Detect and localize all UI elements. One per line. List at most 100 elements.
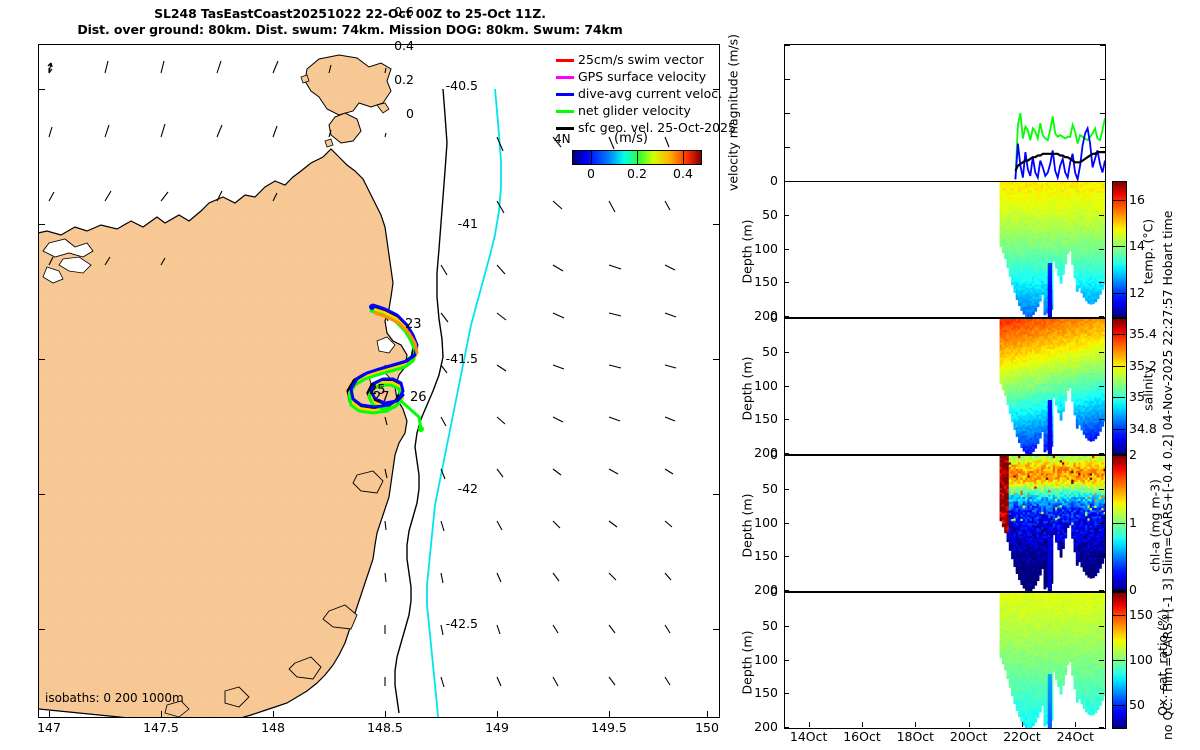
chla-section-graphic — [999, 456, 1105, 591]
chla-ylabel: Depth (m) — [739, 493, 755, 558]
map-lon-tick-0 — [49, 711, 50, 717]
map-lat-label-3: -42 — [457, 481, 478, 496]
page-title: SL248 TasEastCoast20251022 22-Oct 00Z to… — [0, 6, 700, 38]
temperature-depth-tick-1 — [784, 214, 789, 216]
south-island — [224, 686, 250, 708]
bruny-island — [288, 656, 322, 680]
sfc-geo-velocity-icon — [556, 127, 574, 130]
vel-ytick-r1 — [1100, 79, 1105, 80]
map-lat-tick-r1 — [713, 224, 719, 225]
legend-item-dive-avg-current[interactable]: dive-avg current veloc. — [556, 86, 722, 103]
oxygen-depth-tick-2 — [784, 659, 789, 661]
section-xlabel-4: 22Oct — [1003, 729, 1041, 744]
chla-cbar-tick-0 — [1112, 590, 1125, 591]
salinity-depth-label-2: 100 — [754, 377, 778, 393]
velocity-vector-field — [47, 60, 677, 688]
salinity-depth-label-4: 200 — [754, 445, 778, 460]
vel-ytick-1 — [785, 79, 790, 80]
section-xtick-1 — [862, 722, 863, 727]
map-lat-tick-1 — [39, 224, 45, 225]
chla-depth-tick-4 — [784, 590, 789, 591]
map-lon-label-0: 147 — [37, 720, 61, 735]
map-lat-tick-r4 — [713, 629, 719, 630]
section-xlabel-0: 14Oct — [789, 729, 828, 744]
oxygen-section-panel[interactable] — [784, 592, 1106, 729]
section-xtick-5 — [1075, 722, 1077, 727]
oxygen-depth-label-0: 0 — [770, 584, 778, 599]
chla-depth-tick-3 — [784, 556, 789, 558]
oxygen-colorbar[interactable] — [1112, 592, 1127, 729]
oxygen-ylabel: Depth (m) — [739, 630, 755, 695]
map-cb-tick-1 — [637, 151, 638, 164]
oxygen-depth-tick-r4 — [1099, 727, 1104, 728]
salinity-section-graphic — [999, 319, 1105, 454]
chla-depth-label-1: 50 — [762, 480, 778, 496]
section-xtick-2 — [915, 722, 917, 727]
chla-section-panel[interactable] — [784, 455, 1106, 592]
flinders-island — [300, 54, 392, 148]
temperature-depth-tick-r1 — [1099, 214, 1104, 216]
legend-item-gps-surface-velocity[interactable]: GPS surface velocity — [556, 69, 706, 86]
section-xtick-3 — [968, 722, 970, 727]
salinity-cbar-tick-0 — [1112, 429, 1125, 431]
map-lat-tick-0 — [39, 89, 45, 90]
velocity-timeseries-graphic — [1014, 112, 1105, 181]
temperature-depth-tick-3 — [784, 282, 789, 284]
salinity-cbar-label-0: 34.8 — [1129, 421, 1157, 437]
section-xtick-0 — [808, 722, 810, 727]
map-lat-label-4: -42.5 — [445, 616, 478, 631]
oxygen-depth-label-3: 150 — [754, 685, 778, 701]
map-cb-label-2: 0.4 — [673, 166, 693, 181]
map-lat-label-0: -40.5 — [445, 78, 478, 93]
chla-depth-tick-r0 — [1099, 455, 1104, 456]
chla-cbar-label-2: 2 — [1129, 447, 1137, 462]
salinity-cbar-tick-1 — [1112, 397, 1125, 399]
map-lat-tick-r0 — [713, 89, 719, 90]
vel-ytick-r3 — [1100, 147, 1105, 148]
temperature-depth-tick-0 — [784, 181, 789, 182]
chla-depth-tick-r2 — [1099, 522, 1104, 524]
map-cb-tick-0 — [591, 151, 592, 164]
velocity-magnitude-panel[interactable] — [784, 44, 1106, 182]
temperature-section-panel[interactable] — [784, 181, 1106, 318]
salinity-section-panel[interactable] — [784, 318, 1106, 455]
section-xtick-4 — [1022, 722, 1023, 727]
oxygen-cbar-tick-0 — [1112, 704, 1125, 706]
salinity-cbar-label-2: 35.2 — [1129, 357, 1157, 373]
salinity-depth-tick-r0 — [1099, 318, 1104, 319]
chla-depth-tick-0 — [784, 455, 789, 456]
chla-depth-label-4: 200 — [754, 582, 778, 597]
southwest-island — [164, 700, 190, 717]
temperature-cbar-label-0: 12 — [1129, 284, 1145, 300]
salinity-depth-tick-1 — [784, 351, 789, 353]
temperature-colorbar[interactable] — [1112, 181, 1127, 318]
legend-item-swim-vector[interactable]: 25cm/s swim vector — [556, 52, 706, 69]
maria-island — [352, 470, 384, 494]
legend-item-net-glider-velocity[interactable]: net glider velocity — [556, 103, 706, 120]
salinity-depth-tick-3 — [784, 419, 789, 421]
dive-avg-current-icon — [556, 93, 574, 96]
map-lon-label-2: 148 — [261, 720, 285, 735]
temperature-depth-label-2: 100 — [754, 240, 778, 256]
tasman-peninsula — [322, 604, 358, 630]
temperature-depth-tick-4 — [784, 316, 789, 317]
temperature-depth-label-0: 0 — [770, 173, 778, 188]
map-lon-label-5: 149.5 — [591, 720, 627, 735]
section-xlabel-1: 16Oct — [843, 729, 881, 744]
map-cb-label-0: 0 — [587, 166, 595, 181]
east-bay-1 — [376, 336, 396, 354]
track-day-label-27: 27 — [373, 390, 390, 405]
map-velocity-colorbar[interactable] — [572, 150, 702, 165]
map-colorbar-title: (m/s) — [614, 131, 648, 146]
salinity-colorbar[interactable] — [1112, 318, 1127, 455]
salinity-depth-tick-2 — [784, 385, 789, 387]
temperature-depth-tick-r0 — [1099, 181, 1104, 182]
salinity-depth-tick-r1 — [1099, 351, 1104, 353]
velocity-ylabel: velocity magnitude (m/s) — [725, 33, 741, 192]
chla-colorbar[interactable] — [1112, 455, 1127, 592]
swim-vector-icon — [556, 59, 574, 62]
chla-depth-label-2: 100 — [754, 514, 778, 530]
legend-item-sfc-geo-velocity[interactable]: sfc geo. vel. 25-Oct-2025 — [556, 120, 736, 137]
oxygen-section-graphic — [999, 593, 1105, 728]
temperature-section-graphic — [999, 182, 1105, 317]
